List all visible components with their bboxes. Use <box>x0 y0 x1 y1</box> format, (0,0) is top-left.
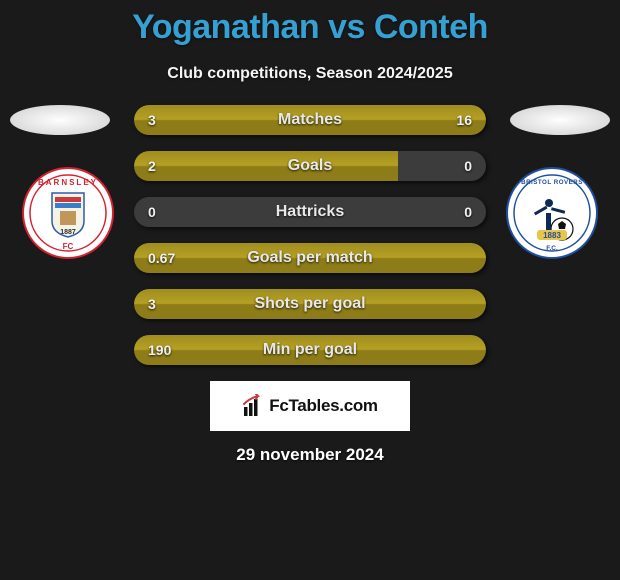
svg-text:1883: 1883 <box>543 231 561 240</box>
svg-text:1887: 1887 <box>60 229 76 236</box>
svg-text:BARNSLEY: BARNSLEY <box>38 178 98 187</box>
generated-date: 29 november 2024 <box>0 445 620 465</box>
comparison-area: BARNSLEY FC 1887 BRISTOL ROVERS F.C. <box>0 105 620 465</box>
stat-value-left: 0.67 <box>148 243 175 273</box>
fctables-icon <box>242 394 266 418</box>
stat-label: Min per goal <box>134 335 486 365</box>
stat-value-right: 0 <box>464 151 472 181</box>
stat-bars: Matches316Goals20Hattricks00Goals per ma… <box>134 105 486 365</box>
stat-value-left: 2 <box>148 151 156 181</box>
stat-row: Goals per match0.67 <box>134 243 486 273</box>
subtitle: Club competitions, Season 2024/2025 <box>0 65 620 83</box>
stat-value-left: 0 <box>148 197 156 227</box>
stat-row: Min per goal190 <box>134 335 486 365</box>
attribution-text: FcTables.com <box>269 396 378 416</box>
stat-label: Goals per match <box>134 243 486 273</box>
stat-label: Shots per goal <box>134 289 486 319</box>
player-avatar-left <box>10 105 110 135</box>
stat-label: Goals <box>134 151 486 181</box>
stat-value-right: 16 <box>456 105 472 135</box>
player-avatar-right <box>510 105 610 135</box>
stat-label: Hattricks <box>134 197 486 227</box>
stat-row: Goals2 0 <box>134 151 486 181</box>
stat-value-left: 190 <box>148 335 171 365</box>
svg-text:FC: FC <box>63 242 74 251</box>
stat-value-right: 0 <box>464 197 472 227</box>
stat-value-left: 3 <box>148 289 156 319</box>
club-badge-left: BARNSLEY FC 1887 <box>22 167 114 259</box>
club-badge-right: BRISTOL ROVERS F.C. 1883 <box>506 167 598 259</box>
stat-row: Hattricks0 0 <box>134 197 486 227</box>
svg-text:BRISTOL ROVERS: BRISTOL ROVERS <box>521 179 583 186</box>
svg-text:F.C.: F.C. <box>546 245 558 252</box>
stat-value-left: 3 <box>148 105 156 135</box>
stat-row: Matches3 16 <box>134 105 486 135</box>
stat-row: Shots per goal3 <box>134 289 486 319</box>
attribution-badge: FcTables.com <box>210 381 410 431</box>
page-title: Yoganathan vs Conteh <box>0 0 620 47</box>
stat-label: Matches <box>134 105 486 135</box>
